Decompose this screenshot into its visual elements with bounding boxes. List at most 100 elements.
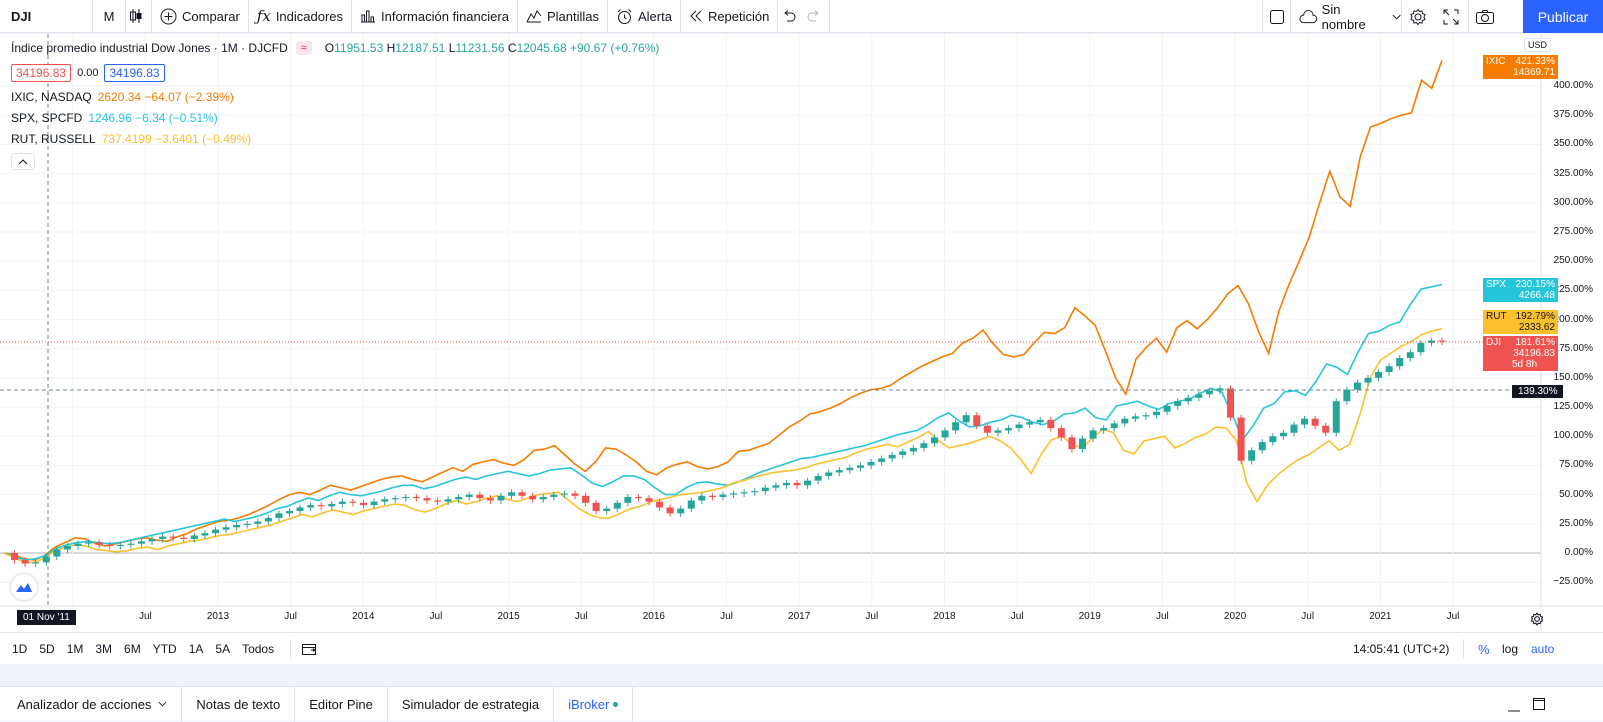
broker-logo[interactable] [11, 574, 37, 600]
time-tick-label: Jul [1156, 611, 1169, 622]
fullscreen-button[interactable] [1434, 0, 1468, 33]
close-key: C [507, 41, 517, 55]
publish-button[interactable]: Publicar [1523, 0, 1603, 33]
gear-icon [1410, 8, 1426, 25]
fx-icon: ƒx [256, 7, 271, 25]
log-toggle[interactable]: log [1502, 633, 1518, 665]
candle-body [1343, 389, 1351, 402]
compare-series-row[interactable]: SPX, SPCFD 1246.96 −6.34 (−0.51%) [11, 107, 659, 128]
candle-body [730, 493, 738, 495]
price-tick-label: 350.00% [1553, 138, 1593, 150]
candle-body [846, 467, 854, 471]
alert-button[interactable]: Alerta [608, 0, 681, 33]
auto-toggle[interactable]: auto [1531, 633, 1554, 665]
tab-label: Editor Pine [309, 696, 373, 712]
compare-series-row[interactable]: IXIC, NASDAQ 2620.34 −64.07 (−2.39%) [11, 86, 659, 107]
rut-price-badge: RUT 192.79% 2333.62 [1483, 310, 1558, 334]
candle-body [1227, 388, 1235, 418]
chart-canvas[interactable] [0, 34, 1603, 632]
close-value: 12045.68 [516, 41, 567, 55]
buy-price-box[interactable]: 34196.83 [104, 64, 165, 82]
compare-series-row[interactable]: RUT, RUSSELL 737.4199 −3.6401 (−0.49%) [11, 128, 659, 149]
candle-body [349, 501, 357, 503]
candle-body [909, 447, 917, 452]
timeframe-1d[interactable]: 1D [12, 641, 28, 656]
candle-body [1301, 418, 1309, 425]
candle-body [1396, 358, 1404, 367]
snapshot-button[interactable] [1468, 0, 1501, 33]
scale-settings-button[interactable] [1528, 610, 1546, 628]
undo-button[interactable] [778, 0, 804, 33]
save-layout-button[interactable]: Sin nombre [1290, 0, 1402, 33]
price-tick-label: 100.00% [1553, 430, 1593, 442]
percent-label: % [1478, 641, 1490, 657]
main-series-title[interactable]: Índice promedio industrial Dow Jones · 1… [11, 41, 288, 55]
minimize-panel-button[interactable] [1505, 695, 1523, 713]
date-range-button[interactable] [301, 642, 317, 656]
series-value: 737.4199 −3.6401 (−0.49%) [101, 131, 252, 146]
tab-text-notes[interactable]: Notas de texto [182, 686, 296, 722]
candle-body [941, 430, 949, 438]
candle-body [159, 536, 167, 539]
financials-button[interactable]: Información financiera [352, 0, 518, 33]
tab-strategy-tester[interactable]: Simulador de estrategia [388, 686, 555, 722]
templates-button[interactable]: Plantillas [518, 0, 608, 33]
camera-icon [1476, 9, 1494, 24]
clock[interactable]: 14:05:41 (UTC+2) [1353, 633, 1449, 665]
collapse-legend-button[interactable] [11, 153, 35, 170]
maximize-panel-button[interactable] [1530, 695, 1548, 713]
candle-body [497, 495, 505, 501]
tab-stock-screener[interactable]: Analizador de acciones [0, 686, 183, 722]
timeframe-5d[interactable]: 5D [39, 641, 55, 656]
open-key: O [324, 41, 335, 55]
tab-label: Analizador de acciones [17, 696, 152, 712]
crosshair-date-value: 01 Nov '11 [23, 612, 70, 623]
price-tick-label: 200.00% [1553, 313, 1593, 325]
candle-body [1279, 432, 1287, 437]
layout-toggle-button[interactable] [1262, 0, 1290, 33]
candle-body [751, 491, 759, 493]
time-tick-label: 2014 [352, 611, 375, 622]
compare-button[interactable]: Comparar [152, 0, 249, 33]
chart-panel[interactable]: Índice promedio industrial Dow Jones · 1… [0, 34, 1603, 632]
sell-price-box[interactable]: 34196.83 [11, 64, 72, 82]
indicators-button[interactable]: ƒx Indicadores [249, 0, 353, 33]
candle-body [1079, 438, 1086, 450]
settings-button[interactable] [1402, 0, 1434, 33]
candle-body [455, 496, 463, 500]
candle-body [930, 437, 938, 444]
candle-body [53, 549, 61, 557]
candle-body [486, 498, 494, 501]
candle-body [613, 502, 621, 509]
replay-button[interactable]: Repetición [681, 0, 779, 33]
timeframe-5a[interactable]: 5A [215, 641, 231, 656]
chart-type-button[interactable] [126, 0, 152, 33]
candle-body [952, 422, 960, 431]
timeframe-6m[interactable]: 6M [124, 641, 141, 656]
candle-body [1332, 401, 1340, 433]
candle-body [782, 482, 790, 486]
candle-body [243, 523, 251, 525]
time-tick-label: Jul [429, 611, 443, 622]
spread-value: 0.00 [77, 67, 99, 79]
percent-toggle[interactable]: % [1478, 633, 1490, 665]
tab-ibroker[interactable]: iBroker [554, 686, 634, 722]
candle-body [85, 542, 93, 544]
redo-button[interactable] [804, 0, 831, 33]
price-tick-label: 325.00% [1553, 167, 1593, 179]
time-tick-label: Jul [138, 611, 152, 622]
candle-body [603, 508, 611, 511]
candle-body [962, 415, 970, 423]
timeframe-todos[interactable]: Todos [242, 641, 275, 656]
tab-pine-editor[interactable]: Editor Pine [295, 686, 388, 722]
symbol-search[interactable]: DJI [0, 0, 93, 33]
timeframe-ytd[interactable]: YTD [152, 641, 177, 656]
calendar-icon [302, 643, 317, 655]
timeframe-1a[interactable]: 1A [188, 641, 204, 656]
candle-body [888, 454, 896, 459]
currency-label[interactable]: USD [1524, 38, 1552, 52]
interval-button[interactable]: M [93, 0, 126, 33]
indicator-badge[interactable]: ≈ [295, 41, 312, 55]
timeframe-3m[interactable]: 3M [95, 641, 113, 656]
timeframe-1m[interactable]: 1M [66, 641, 84, 656]
